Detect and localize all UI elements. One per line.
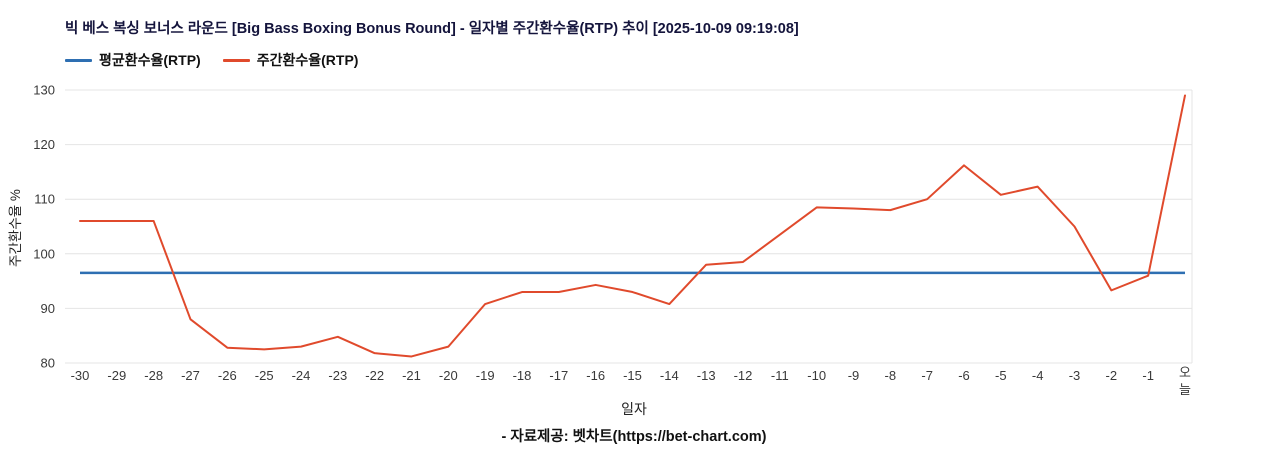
svg-text:-25: -25	[255, 368, 274, 383]
weekly-rtp-line-swatch	[222, 58, 250, 62]
svg-text:-22: -22	[365, 368, 384, 383]
svg-text:오: 오	[1179, 365, 1191, 380]
svg-text:늘: 늘	[1179, 382, 1191, 397]
svg-text:-13: -13	[697, 368, 716, 383]
svg-text:80: 80	[41, 356, 55, 371]
legend-label-weekly-rtp: 주간환수율(RTP)	[256, 52, 359, 68]
page-title: 빅 베스 복싱 보너스 라운드 [Big Bass Boxing Bonus R…	[65, 21, 799, 37]
svg-text:-5: -5	[995, 368, 1007, 383]
svg-text:110: 110	[34, 192, 55, 207]
svg-text:-7: -7	[921, 368, 933, 383]
svg-text:-11: -11	[771, 368, 789, 383]
svg-text:130: 130	[33, 83, 55, 98]
legend-item-weekly-rtp: 주간환수율(RTP)	[222, 50, 359, 70]
svg-text:-15: -15	[623, 368, 642, 383]
data-source-credit: - 자료제공: 벳차트(https://bet-chart.com)	[501, 429, 767, 445]
svg-text:-18: -18	[513, 368, 532, 383]
average-rtp-line-swatch	[65, 58, 92, 62]
svg-text:-23: -23	[328, 368, 347, 383]
svg-text:-28: -28	[144, 368, 163, 383]
svg-text:-21: -21	[402, 368, 421, 383]
svg-text:-29: -29	[107, 368, 126, 383]
svg-text:-12: -12	[734, 368, 753, 383]
svg-text:-4: -4	[1032, 368, 1044, 383]
svg-text:-2: -2	[1106, 368, 1118, 383]
svg-text:-26: -26	[218, 368, 237, 383]
svg-text:-6: -6	[958, 368, 970, 383]
svg-text:-27: -27	[181, 368, 200, 383]
chart-svg: 80 90 100 110 120 130 -30 -29 -28 -27 -26 -25 -24 -23…	[33, 83, 1193, 397]
svg-text:120: 120	[33, 137, 55, 152]
svg-text:-16: -16	[586, 368, 605, 383]
svg-text:-10: -10	[807, 368, 826, 383]
svg-text:-9: -9	[848, 368, 860, 383]
legend-item-average-rtp: 평균환수율(RTP)	[65, 50, 201, 70]
svg-text:-14: -14	[660, 368, 679, 383]
svg-text:100: 100	[33, 246, 55, 261]
svg-text:-24: -24	[292, 368, 311, 383]
chart-legend: 평균환수율(RTP) 주간환수율(RTP)	[65, 50, 358, 70]
svg-text:90: 90	[41, 301, 55, 316]
x-axis-title: 일자	[621, 401, 647, 417]
legend-label-average-rtp: 평균환수율(RTP)	[99, 52, 201, 68]
svg-text:-3: -3	[1069, 368, 1081, 383]
svg-text:-17: -17	[549, 368, 568, 383]
svg-text:-19: -19	[476, 368, 495, 383]
svg-text:-1: -1	[1142, 368, 1154, 383]
svg-text:-8: -8	[885, 368, 897, 383]
svg-text:-30: -30	[71, 368, 90, 383]
svg-text:-20: -20	[439, 368, 458, 383]
